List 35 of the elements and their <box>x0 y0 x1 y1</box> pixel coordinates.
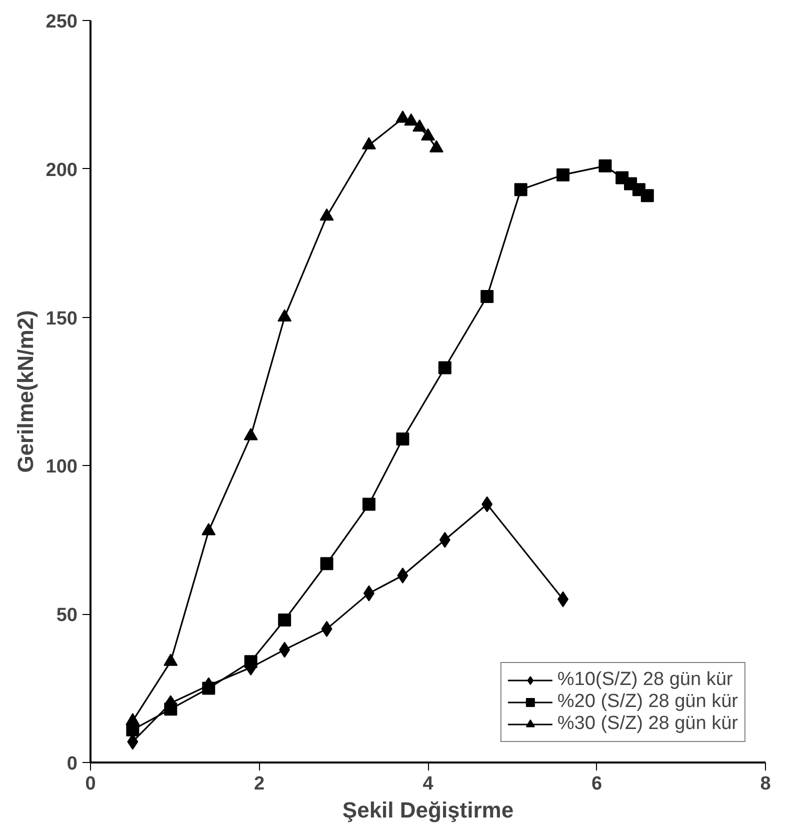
legend-label: %30 (S/Z) 28 gün kür <box>557 713 738 735</box>
point <box>556 168 570 182</box>
point <box>126 723 140 736</box>
x-tick-label: 8 <box>760 774 771 794</box>
point <box>362 137 376 150</box>
point <box>404 113 418 126</box>
point <box>438 361 452 374</box>
point <box>320 208 334 221</box>
legend-label: %10(S/Z) 28 gün kür <box>557 669 733 691</box>
y-axis-title: Gerilme(kN/m2) <box>12 310 38 473</box>
point <box>278 309 292 322</box>
y-tick-label: 150 <box>46 308 78 330</box>
x-tick-label: 2 <box>254 774 265 794</box>
point <box>244 428 258 440</box>
point <box>278 614 292 627</box>
point <box>362 498 376 511</box>
x-axis-title: Şekil Değiştirme <box>342 798 514 822</box>
legend-label: %20 (S/Z) 28 gün kür <box>557 691 738 713</box>
y-tick-label: 250 <box>46 12 78 32</box>
point <box>320 557 334 570</box>
point <box>514 183 528 196</box>
x-tick-label: 6 <box>591 774 602 794</box>
point <box>598 159 612 172</box>
y-tick-label: 100 <box>46 456 78 478</box>
point <box>429 140 444 152</box>
point <box>396 432 410 446</box>
point <box>640 189 654 202</box>
y-tick-label: 200 <box>46 160 78 181</box>
point <box>412 119 427 132</box>
x-tick-label: 0 <box>85 774 96 794</box>
y-tick-label: 50 <box>56 605 78 626</box>
point <box>421 128 435 141</box>
x-tick-label: 4 <box>422 774 434 794</box>
y-tick-label: 0 <box>66 754 78 774</box>
point <box>480 290 494 304</box>
